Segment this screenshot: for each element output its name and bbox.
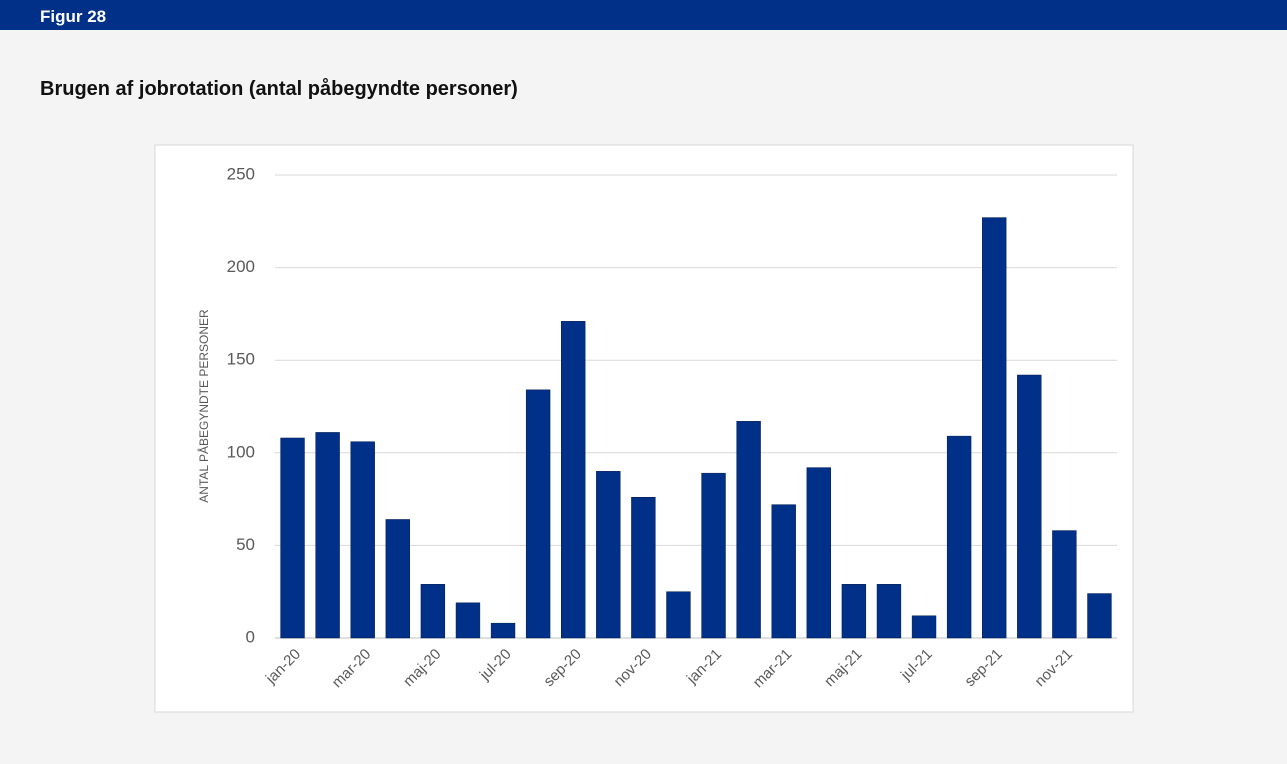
bar [350, 441, 375, 639]
bar [736, 421, 761, 639]
bar [876, 584, 902, 639]
bar [1052, 530, 1077, 639]
bar [1017, 374, 1042, 639]
bar [771, 504, 796, 639]
y-tick-label: 250 [227, 164, 255, 183]
y-tick-label: 150 [227, 350, 255, 369]
bar [841, 584, 867, 639]
y-axis-label: ANTAL PÅBEGYNDTE PERSONER [196, 309, 211, 503]
bar [525, 389, 551, 639]
bar [911, 615, 937, 639]
figure-header: Figur 28 [0, 0, 1287, 30]
bar [596, 471, 621, 639]
bar [806, 467, 831, 639]
y-tick-label: 100 [227, 442, 255, 461]
chart-title: Brugen af jobrotation (antal påbegyndte … [40, 78, 518, 100]
bar [701, 472, 726, 639]
bar [982, 217, 1007, 639]
bar [420, 584, 446, 639]
y-tick-label: 0 [246, 627, 255, 646]
bar [280, 437, 305, 639]
bar [666, 591, 691, 639]
bar [1087, 593, 1112, 639]
bar [631, 496, 656, 639]
y-tick-label: 200 [227, 257, 255, 276]
bar [561, 321, 586, 639]
y-tick-label: 50 [236, 535, 255, 554]
bar [315, 432, 340, 639]
bar [946, 435, 972, 639]
bar [385, 519, 410, 639]
bar [490, 622, 516, 639]
bar [455, 602, 481, 639]
